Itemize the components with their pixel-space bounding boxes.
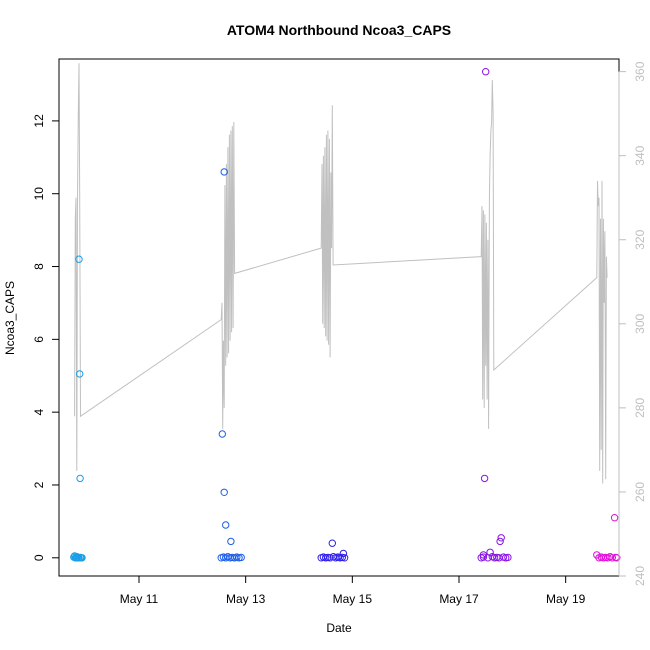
y-tick-label: 12 xyxy=(32,114,46,128)
y-tick-label: 2 xyxy=(32,481,46,488)
data-point-series-1 xyxy=(77,554,85,562)
data-point-series-3 xyxy=(328,539,336,547)
data-point-series-4 xyxy=(496,537,504,546)
data-point-series-2 xyxy=(222,521,230,529)
data-point-series-5 xyxy=(608,554,616,562)
y2-tick-label: 340 xyxy=(633,145,647,165)
data-point-series-1 xyxy=(75,255,83,263)
data-point-series-4 xyxy=(480,474,489,483)
y-tick-label: 8 xyxy=(32,263,46,270)
data-point-series-1 xyxy=(70,553,78,561)
data-point-series-1 xyxy=(73,553,81,561)
y2-tick-label: 360 xyxy=(633,61,647,81)
data-point-series-4 xyxy=(482,68,490,76)
x-axis: May 11 May 13 May 15 May 17 May 19 xyxy=(120,575,586,606)
data-point-series-1 xyxy=(74,554,83,562)
data-point-series-4 xyxy=(497,534,505,542)
x-axis-label: Date xyxy=(326,621,352,635)
data-point-series-3 xyxy=(340,554,349,562)
data-point-series-2 xyxy=(220,168,228,176)
x-tick-label: May 15 xyxy=(333,592,373,606)
y-tick-label: 6 xyxy=(32,336,46,343)
x-tick-label: May 19 xyxy=(546,592,586,606)
y2-tick-label: 300 xyxy=(633,313,647,333)
data-point-series-4 xyxy=(479,553,488,561)
data-point-series-3 xyxy=(326,554,334,562)
y2-tick-label: 240 xyxy=(633,566,647,586)
data-point-series-2 xyxy=(227,537,235,546)
y-tick-label: 4 xyxy=(32,409,46,416)
y-axis-label: Ncoa3_CAPS xyxy=(3,281,17,355)
chart-title: ATOM4 Northbound Ncoa3_CAPS xyxy=(227,22,451,38)
data-point-series-4 xyxy=(504,553,512,562)
gray-line-layer xyxy=(74,63,608,484)
points-layer xyxy=(70,68,621,562)
y2-tick-label: 280 xyxy=(633,398,647,418)
data-point-series-1 xyxy=(76,370,84,378)
data-point-series-5 xyxy=(610,514,619,522)
y-axis: 0 2 4 6 8 10 12 xyxy=(32,114,60,561)
gray-line-series xyxy=(74,63,608,484)
data-point-series-1 xyxy=(76,474,84,483)
data-point-series-2 xyxy=(237,553,245,562)
data-point-series-5 xyxy=(613,554,621,562)
x-tick-label: May 11 xyxy=(120,592,159,606)
data-point-series-2 xyxy=(220,488,228,496)
data-point-series-2 xyxy=(218,430,227,438)
y-tick-label: 0 xyxy=(32,554,46,561)
y2-tick-label: 260 xyxy=(633,482,647,502)
y2-tick-label: 320 xyxy=(633,229,647,249)
x-tick-label: May 13 xyxy=(226,592,266,606)
y2-axis: 240 260 280 300 320 340 360 xyxy=(618,61,647,586)
y-tick-label: 10 xyxy=(32,187,46,201)
x-tick-label: May 17 xyxy=(439,592,479,606)
